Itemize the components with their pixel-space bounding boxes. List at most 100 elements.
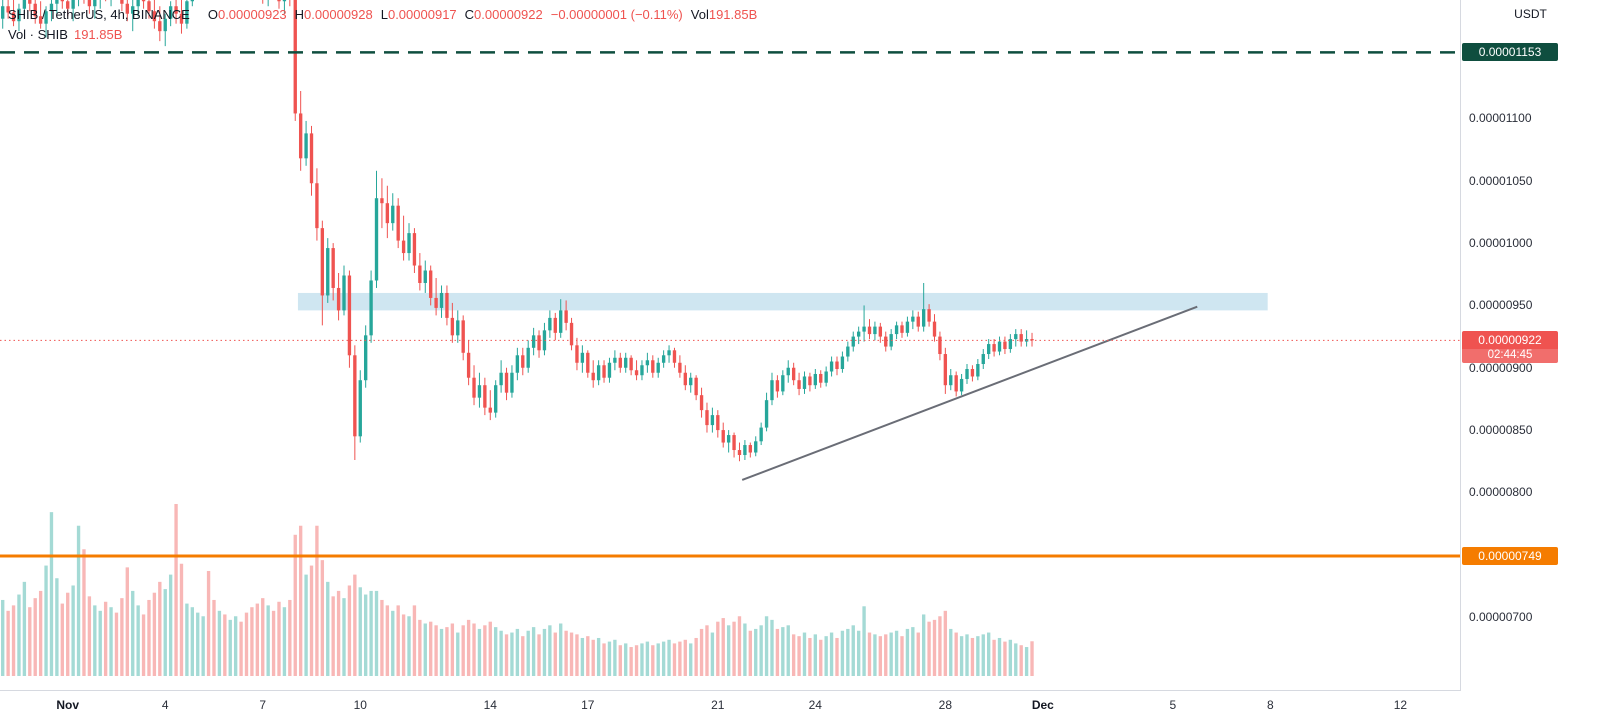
price-tick: 0.00000800 (1469, 485, 1533, 500)
volume-bar (791, 634, 796, 676)
candle-body (699, 395, 704, 411)
candle-body (152, 11, 157, 22)
volume-bar (49, 512, 54, 676)
volume-bar (369, 590, 373, 676)
high-label: H (294, 7, 305, 22)
candle-body (634, 370, 639, 376)
candle-body (781, 375, 785, 392)
volume-bar (158, 581, 162, 676)
chart-canvas[interactable] (0, 0, 1460, 690)
candle-body (185, 1, 189, 24)
candle-body (412, 233, 417, 266)
volume-bar (347, 585, 352, 676)
volume-bar (1014, 643, 1018, 676)
candle-body (33, 3, 37, 17)
candle-body (791, 367, 796, 381)
volume-bar (22, 581, 27, 676)
candle-body (60, 0, 64, 2)
volume-bar (147, 599, 151, 676)
price-badge-value: 0.00000749 (1478, 548, 1542, 563)
candle-body (494, 385, 498, 413)
volume-bar (515, 628, 520, 676)
candle-body (683, 372, 687, 386)
candle-body (656, 362, 660, 373)
volume-bar (109, 607, 113, 676)
candle-body (905, 321, 910, 333)
candle-body (856, 331, 861, 337)
volume-bar (152, 592, 157, 676)
candle-body (147, 1, 151, 12)
candle-body (120, 0, 124, 4)
candle-body (537, 335, 541, 351)
volume-bar (629, 647, 633, 676)
volume-bar (569, 632, 574, 676)
candle-body (472, 377, 476, 398)
time-axis[interactable]: Nov 4 7 10 14 17 21 24 28 Dec 5 8 12 (0, 691, 1460, 719)
symbol-title[interactable]: SHIB / TetherUS, 4h, BINANCE (8, 7, 190, 22)
candle-body (136, 0, 140, 7)
volume-bar (363, 594, 368, 676)
volume-bar (380, 599, 384, 676)
candle-body (862, 326, 866, 332)
volume-bar (488, 621, 492, 676)
volume-bar (970, 637, 975, 676)
candle-body (992, 344, 996, 352)
volume-bar (537, 634, 541, 676)
volume-bar (439, 628, 444, 676)
candle-body (309, 133, 314, 184)
volume-bar (445, 627, 449, 676)
candle-body (884, 336, 888, 347)
candle-body (423, 270, 427, 283)
volume-bar (304, 574, 308, 676)
chart-plot-area[interactable]: SHIB / TetherUS, 4h, BINANCE O 0.00000923… (0, 0, 1461, 691)
ascending-trendline[interactable] (741, 305, 1198, 481)
candle-body (158, 21, 162, 32)
candle-body (878, 326, 883, 337)
volume-bar (905, 628, 910, 676)
volume-bar (201, 616, 205, 676)
candle-body (970, 368, 975, 377)
volume-bar (781, 627, 785, 676)
volume-bar (87, 596, 92, 676)
candle-body (981, 354, 985, 365)
price-axis[interactable]: USDT 0.00001100 0.00001050 0.00001000 0.000… (1461, 0, 1600, 690)
candle-body (618, 357, 622, 368)
time-tick: 24 (808, 698, 822, 712)
volume-bar (743, 623, 747, 676)
candle-body (943, 354, 948, 386)
resistance-zone[interactable] (297, 292, 1268, 311)
candle-body (710, 415, 715, 426)
time-tick: 4 (161, 698, 169, 712)
volume-bar (93, 605, 97, 676)
candle-body (770, 380, 774, 401)
volume-bar (196, 612, 200, 676)
volume-bar (277, 601, 281, 676)
candle-body (515, 355, 520, 373)
volume-bar (976, 636, 980, 676)
candle-body (959, 378, 964, 392)
volume-bar (770, 619, 774, 676)
volume-series-title[interactable]: Vol · SHIB (8, 27, 68, 42)
volume-bar (840, 630, 845, 676)
candle-body (786, 367, 790, 376)
low-label: L (380, 7, 388, 22)
candle-body (353, 355, 357, 437)
volume-bar (504, 634, 509, 676)
volume-bar (353, 574, 357, 676)
volume-bar (429, 621, 433, 676)
candle-body (851, 336, 855, 347)
volume-bar (894, 630, 899, 676)
volume-bar (699, 628, 704, 676)
candle-body (932, 321, 937, 337)
candle-body (168, 6, 173, 19)
candle-body (331, 248, 335, 288)
volume-bar (954, 632, 958, 676)
volume-bar (819, 639, 823, 676)
volume-bar (499, 630, 503, 676)
candle-body (504, 372, 509, 393)
volume-bar (44, 565, 48, 676)
candle-body (282, 0, 287, 2)
volume-bar (120, 598, 124, 676)
volume-bar (412, 605, 417, 676)
volume-bar (651, 645, 655, 676)
